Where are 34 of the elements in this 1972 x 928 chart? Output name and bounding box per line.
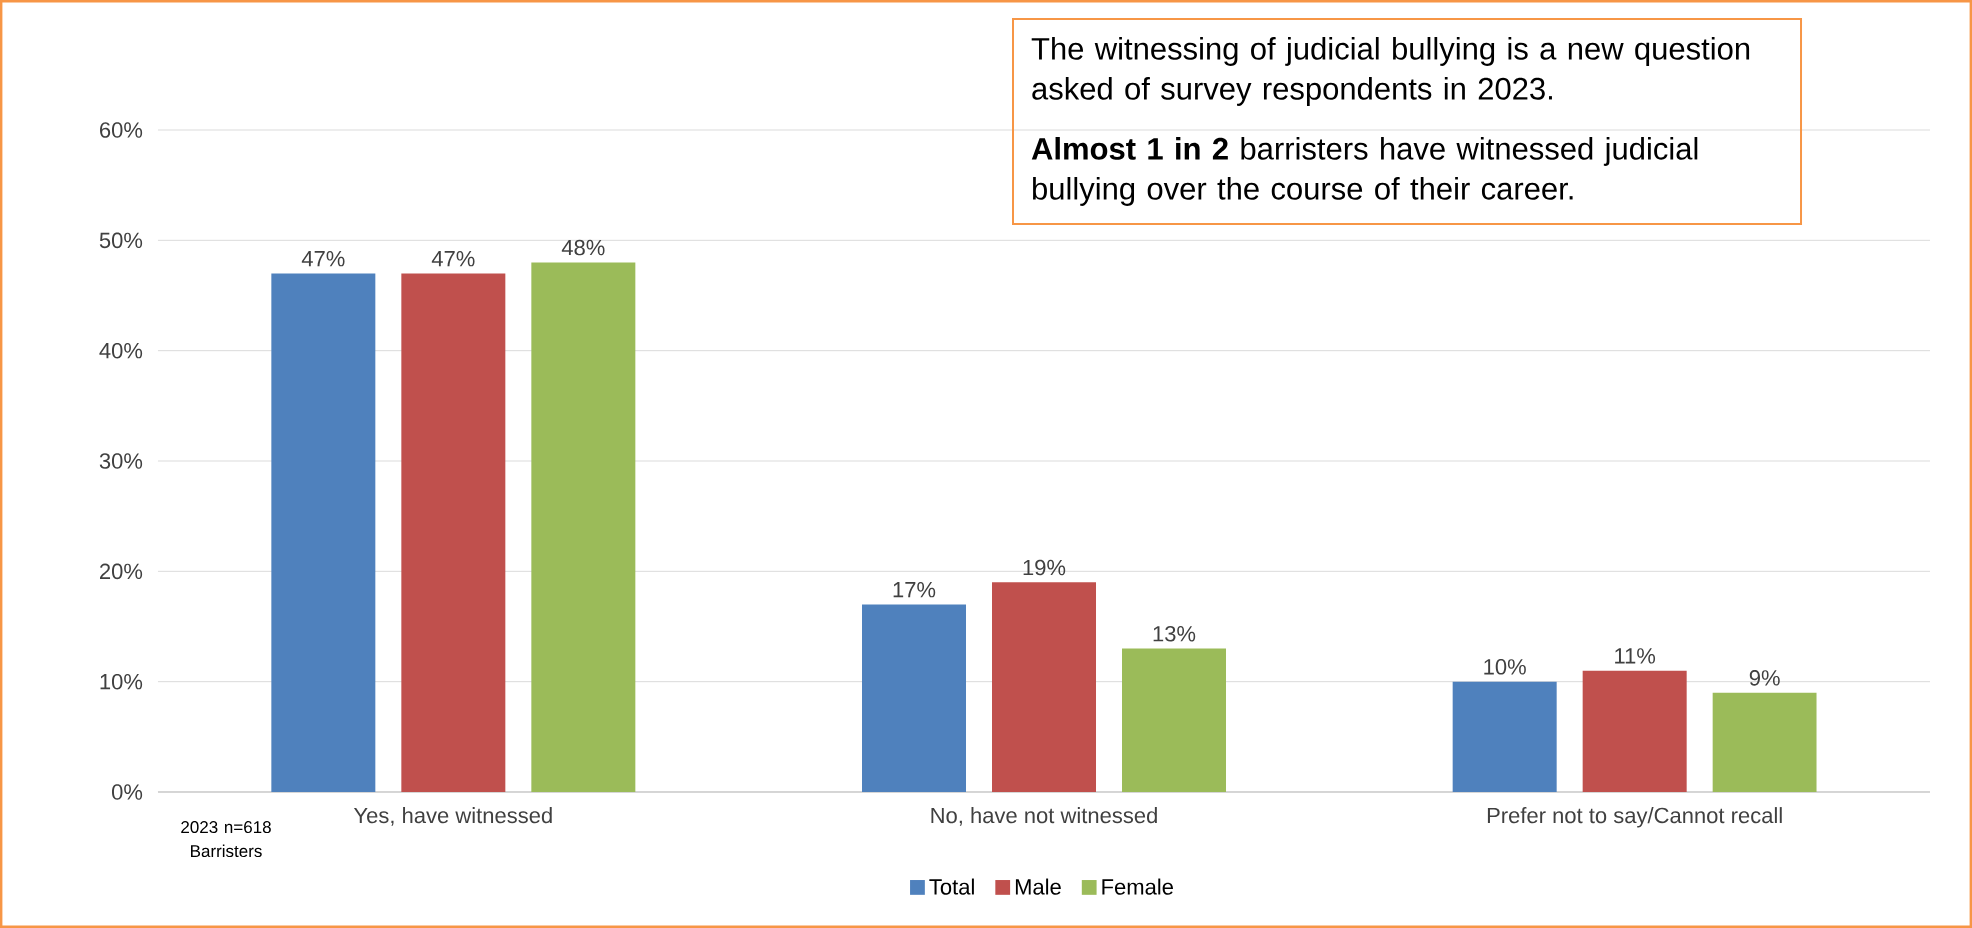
- text: 2023 n=618 Barristers: [181, 821, 271, 858]
- x-tick-label: Prefer not to say/Cannot recall: [1487, 807, 1782, 828]
- y-tick-label: 10%: [100, 673, 143, 690]
- y-tick-label: 0%: [111, 784, 143, 800]
- data-label: 47%: [301, 250, 345, 267]
- bar: [862, 604, 966, 792]
- text: The witnessing of judicial bullying is a new question asked of survey respondents in 2023.: [1031, 37, 1750, 106]
- x-tick-label: No, have not witnessed: [931, 807, 1157, 826]
- data-label: 48%: [561, 239, 605, 256]
- y-tick-label: 20%: [100, 563, 143, 580]
- bar: [992, 582, 1096, 792]
- legend-label: Male: [1015, 878, 1061, 895]
- bar: [531, 262, 636, 792]
- bar: [1582, 670, 1687, 792]
- data-label: 10%: [1484, 659, 1526, 675]
- bar: [271, 273, 376, 792]
- y-tick-label: 60%: [100, 122, 143, 138]
- bar: [1122, 648, 1226, 792]
- data-label: 19%: [1023, 559, 1066, 576]
- x-tick-label: Yes, have witnessed: [353, 807, 552, 826]
- legend-label: Total: [929, 878, 974, 895]
- bar: [1452, 681, 1557, 792]
- y-tick-label: 50%: [99, 232, 143, 249]
- y-tick-label: 30%: [99, 453, 143, 469]
- legend-label: Female: [1102, 878, 1173, 895]
- data-label: 47%: [431, 250, 475, 267]
- bar: [1712, 692, 1817, 792]
- bar: [401, 273, 506, 792]
- data-label: 11%: [1615, 648, 1656, 664]
- y-tick-label: 40%: [99, 342, 143, 359]
- data-label: 13%: [1153, 625, 1196, 642]
- data-label: 17%: [893, 582, 936, 598]
- annotation: Almost 1 in 2 barristers have witnessed judicial bullying over the course of their career.: [1031, 137, 1698, 206]
- data-label: 9%: [1749, 670, 1780, 686]
